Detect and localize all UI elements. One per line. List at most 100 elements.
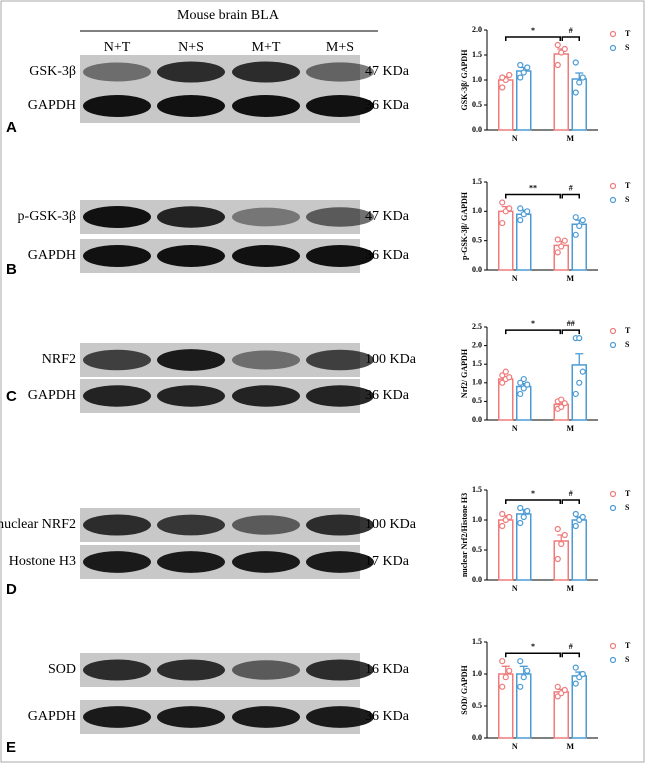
x-tick-label: M: [566, 274, 574, 283]
bar: [571, 78, 587, 131]
significance-label: #: [569, 489, 573, 498]
data-point: [558, 403, 565, 411]
significance-bracket: [561, 193, 580, 199]
row-label: SOD: [48, 662, 76, 677]
panel-letter: B: [6, 261, 17, 278]
x-tick-label: N: [512, 742, 518, 751]
bar: [571, 223, 587, 271]
data-point: [524, 381, 531, 388]
blot-band: [232, 706, 300, 728]
data-point: [499, 219, 506, 227]
y-tick-label: 0.0: [472, 575, 482, 584]
data-point: [502, 674, 509, 681]
legend-marker: [609, 642, 617, 650]
size-label: 16 KDa: [365, 662, 410, 677]
header: Mouse brain BLA: [177, 8, 280, 23]
blot-band: [232, 207, 300, 227]
data-point: [572, 664, 579, 671]
bar: [498, 210, 514, 271]
significance-label: *: [531, 319, 535, 328]
data-point: [499, 74, 506, 81]
size-label: 36 KDa: [365, 98, 410, 113]
x-tick-label: N: [512, 134, 518, 143]
row-label: GAPDH: [28, 388, 76, 403]
data-point: [517, 658, 524, 665]
significance-label: **: [529, 183, 537, 192]
data-point: [499, 522, 506, 530]
data-point: [558, 540, 565, 548]
data-point: [517, 217, 524, 224]
significance-bracket: [505, 329, 561, 335]
significance-bracket: [505, 36, 561, 41]
blot-band: [83, 62, 151, 82]
legend-marker: [609, 490, 617, 498]
blot-band: [232, 660, 300, 680]
y-tick-label: 2.5: [472, 322, 482, 331]
legend-label: S: [625, 43, 630, 52]
y-tick-label: 2.0: [472, 25, 482, 34]
y-axis-label: Nrf2/ GAPDH: [460, 348, 469, 398]
y-tick-label: 0.5: [472, 701, 482, 710]
blot-band: [306, 385, 374, 407]
significance-bracket: [505, 499, 561, 504]
data-point: [517, 74, 524, 81]
y-tick-label: 0.5: [472, 235, 482, 244]
blot-band: [306, 551, 374, 573]
significance-bracket: [561, 499, 580, 504]
data-point: [499, 658, 506, 665]
blot-band: [232, 95, 300, 117]
error-bar: [501, 665, 510, 674]
data-point: [554, 525, 561, 533]
blot-band: [83, 659, 151, 681]
blot-band: [83, 245, 151, 267]
data-point: [517, 519, 524, 527]
size-label: 47 KDa: [365, 64, 410, 79]
data-point: [520, 375, 527, 383]
y-tick-label: 1.5: [472, 50, 482, 59]
data-point: [579, 217, 586, 224]
y-tick-label: 1.5: [472, 637, 482, 646]
data-point: [517, 390, 524, 398]
lane-label: M+T: [252, 40, 281, 55]
blot-band: [232, 385, 300, 407]
legend-marker: [609, 196, 617, 204]
blot-band: [157, 514, 225, 536]
data-point: [554, 683, 561, 690]
x-tick-label: N: [512, 424, 518, 433]
data-point: [561, 686, 568, 694]
data-point: [561, 45, 568, 53]
error-bar: [575, 72, 584, 79]
data-point: [517, 504, 524, 512]
x-tick-label: M: [566, 584, 574, 593]
size-label: 100 KDa: [365, 517, 417, 532]
data-point: [517, 379, 524, 386]
y-tick-label: 1.0: [472, 378, 482, 387]
data-point: [572, 510, 579, 518]
data-point: [506, 71, 513, 79]
blot-band: [306, 349, 374, 371]
data-point: [576, 222, 583, 230]
data-point: [572, 214, 579, 221]
blot-band: [232, 350, 300, 370]
data-point: [517, 683, 524, 690]
lane-label: N+T: [104, 40, 131, 55]
data-point: [499, 199, 506, 206]
y-tick-label: 2.0: [472, 340, 482, 349]
data-point: [579, 74, 586, 81]
blot-band: [157, 245, 225, 267]
data-point: [506, 667, 513, 674]
data-point: [576, 335, 583, 342]
data-point: [499, 84, 506, 91]
y-tick-label: 1.0: [472, 75, 482, 84]
row-label: p-GSK-3β: [18, 209, 76, 224]
data-point: [558, 49, 565, 56]
data-point: [506, 205, 513, 212]
significance-bracket: [561, 652, 580, 658]
panel-letter: D: [6, 581, 17, 598]
y-tick-label: 0.0: [472, 125, 482, 134]
blot-band: [157, 61, 225, 83]
panel-letter: A: [6, 119, 17, 136]
blot-band: [83, 206, 151, 228]
data-point: [524, 208, 531, 215]
panel-letter: E: [6, 739, 16, 756]
